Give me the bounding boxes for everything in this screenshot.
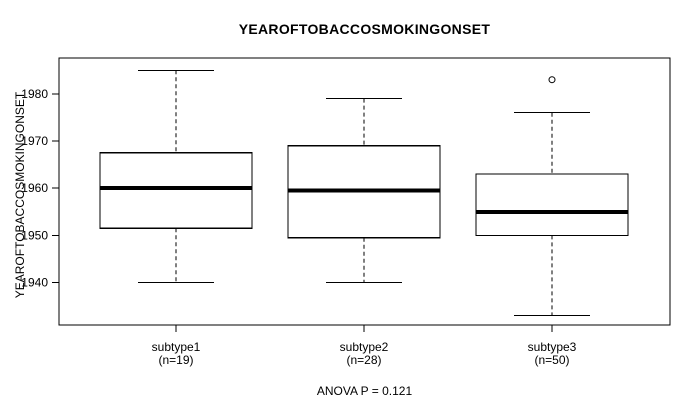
chart-title: YEAROFTOBACCOSMOKINGONSET <box>238 21 491 37</box>
anova-annotation: ANOVA P = 0.121 <box>316 384 413 398</box>
group-name-label: subtype2 <box>339 340 389 354</box>
group-n-label: (n=28) <box>346 353 382 367</box>
y-tick-label: 1940 <box>21 276 48 290</box>
x-axis-group-label: subtype3 (n=50) <box>472 341 632 367</box>
outlier-point <box>548 76 556 84</box>
y-tick-label: 1950 <box>21 228 48 242</box>
group-n-label: (n=50) <box>534 353 570 367</box>
group-name-label: subtype3 <box>527 340 577 354</box>
iqr-box <box>99 152 253 229</box>
y-tick-label: 1970 <box>21 134 48 148</box>
x-axis-group-label: subtype2 (n=28) <box>284 341 444 367</box>
group-name-label: subtype1 <box>151 340 201 354</box>
iqr-box <box>475 173 629 236</box>
y-tick-label: 1960 <box>21 181 48 195</box>
y-tick-label: 1980 <box>21 87 48 101</box>
group-n-label: (n=19) <box>158 353 194 367</box>
x-axis-group-label: subtype1 (n=19) <box>96 341 256 367</box>
